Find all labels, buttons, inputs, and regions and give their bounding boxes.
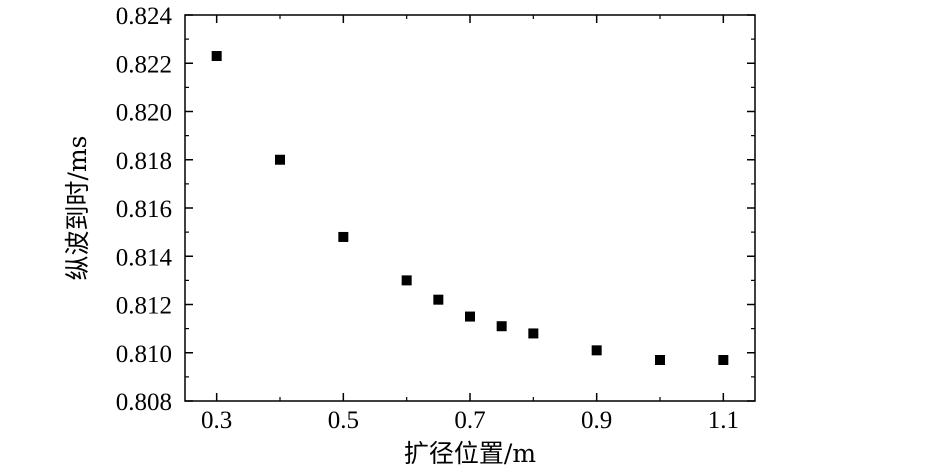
data-point-2 — [338, 231, 349, 242]
y-axis-title: 纵波到时/ms — [63, 136, 92, 281]
x-axis-title: 扩径位置/m — [404, 439, 536, 468]
x-tick-label: 0.5 — [328, 407, 359, 434]
data-point-3 — [401, 275, 412, 286]
y-tick-label: 0.822 — [116, 51, 172, 78]
x-axis: 0.3 0.5 0.7 0.9 1.1 — [201, 15, 739, 434]
data-point-6 — [496, 321, 507, 332]
y-tick-label: 0.818 — [116, 148, 172, 175]
data-point-4 — [433, 294, 444, 305]
x-tick-label: 0.7 — [454, 407, 485, 434]
data-point-9 — [655, 354, 665, 365]
y-tick-label: 0.814 — [116, 244, 173, 271]
y-tick-label: 0.824 — [116, 3, 173, 30]
data-point-0 — [211, 51, 222, 62]
y-tick-label: 0.810 — [116, 341, 172, 368]
y-tick-label: 0.820 — [116, 100, 172, 127]
plot-frame — [184, 14, 756, 402]
y-tick-label: 0.816 — [116, 196, 172, 223]
data-point-1 — [275, 154, 285, 165]
x-tick-label: 1.1 — [708, 407, 739, 434]
y-tick-label: 0.808 — [116, 389, 172, 416]
x-tick-label: 0.9 — [581, 407, 612, 434]
data-point-10 — [718, 354, 729, 365]
data-point-8 — [591, 345, 602, 356]
y-tick-label: 0.812 — [116, 293, 172, 320]
y-axis: 0.808 0.810 0.812 0.814 0.816 0.818 0.820 0.822… — [116, 3, 755, 416]
data-point-5 — [465, 311, 475, 322]
x-tick-label: 0.3 — [201, 407, 232, 434]
data-point-7 — [528, 328, 539, 339]
data-points — [211, 51, 729, 365]
